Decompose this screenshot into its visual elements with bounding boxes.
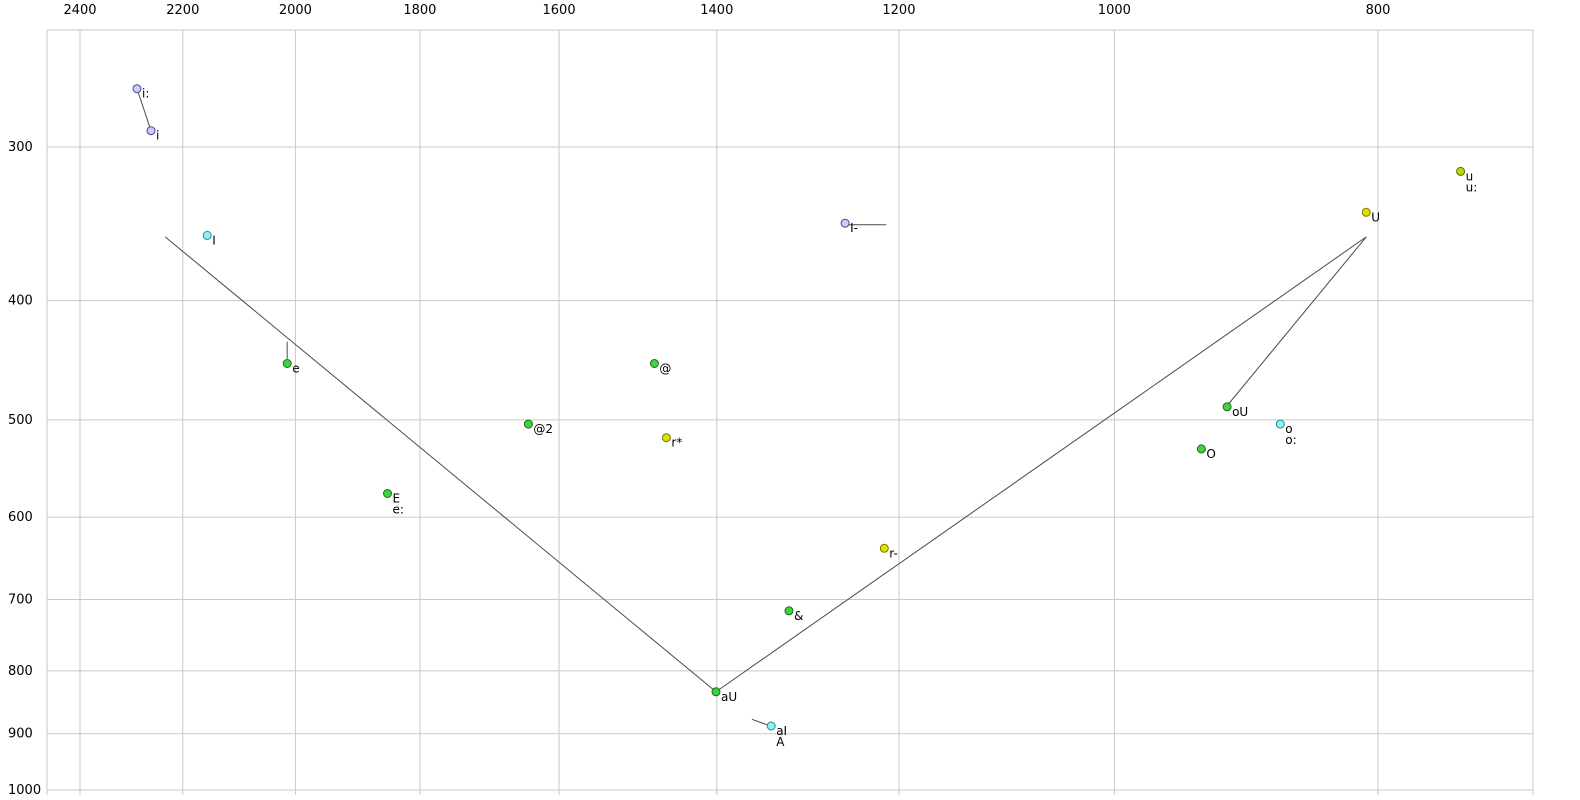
vowel-point-i[interactable] [146, 126, 156, 136]
segment-U-to-oU [1226, 236, 1367, 407]
vowel-label-e:: e: [393, 503, 404, 517]
y-tick-label-400: 400 [8, 294, 33, 309]
y-tick-label-800: 800 [8, 664, 33, 679]
vowel-label-E: E [393, 492, 401, 506]
vowel-point-r-[interactable] [879, 543, 889, 553]
segment-front-diagonal [164, 236, 717, 693]
vowel-label-@: @ [659, 362, 671, 376]
vowel-point-@[interactable] [649, 359, 659, 368]
vowel-label-r-: r- [889, 546, 898, 560]
y-tick-label-1000: 1000 [8, 783, 41, 798]
vowel-label-o:: o: [1285, 433, 1296, 447]
x-tick-label-2200: 2200 [166, 3, 199, 18]
vowel-label-i: i [156, 129, 159, 143]
vowel-point-i:[interactable] [132, 84, 142, 94]
vowel-point-I-[interactable] [840, 218, 850, 228]
vowel-label-r*: r* [671, 436, 682, 450]
y-tick-label-500: 500 [8, 413, 33, 428]
x-tick-label-800: 800 [1366, 3, 1391, 18]
vowel-point-o[interactable] [1275, 419, 1285, 429]
vowel-point-aI[interactable] [766, 721, 776, 731]
vowel-label-oU: oU [1232, 405, 1248, 419]
vowel-point-r*[interactable] [661, 433, 671, 443]
vowel-point-O[interactable] [1196, 444, 1206, 454]
vowel-point-e[interactable] [282, 359, 292, 368]
vowel-point-aU[interactable] [711, 687, 721, 697]
vowel-label-aI: aI [776, 724, 787, 738]
vowel-label-u:: u: [1466, 180, 1478, 194]
vowel-point-@2[interactable] [523, 419, 533, 429]
x-tick-label-2000: 2000 [279, 3, 312, 18]
x-tick-label-2400: 2400 [63, 3, 96, 18]
vowel-label-I: I [212, 233, 216, 247]
vowel-label-@2: @2 [533, 422, 553, 436]
vowel-label-O: O [1206, 447, 1215, 461]
vowel-label-e: e [292, 362, 299, 376]
vowel-point-U[interactable] [1361, 207, 1371, 217]
vowel-label-I-: I- [850, 221, 858, 235]
vowel-point-oU[interactable] [1222, 402, 1232, 412]
vowel-label-u: u [1466, 169, 1474, 183]
x-tick-label-1600: 1600 [543, 3, 576, 18]
x-tick-label-1400: 1400 [700, 3, 733, 18]
x-tick-label-1000: 1000 [1098, 3, 1131, 18]
segment-back-diagonal [715, 236, 1367, 693]
segment-i-long-to-i [136, 88, 152, 131]
y-tick-label-300: 300 [8, 140, 33, 155]
x-tick-label-1800: 1800 [403, 3, 436, 18]
vowel-point-u[interactable] [1456, 166, 1466, 176]
y-tick-label-700: 700 [8, 593, 33, 608]
vowel-label-o: o [1285, 422, 1292, 436]
vowel-label-aU: aU [721, 690, 737, 704]
vowel-label-U: U [1371, 210, 1380, 224]
vowel-point-I[interactable] [202, 230, 212, 240]
y-tick-label-600: 600 [8, 510, 33, 525]
y-tick-label-900: 900 [8, 727, 33, 742]
vowel-point-&[interactable] [784, 606, 794, 616]
x-tick-label-1200: 1200 [882, 3, 915, 18]
vowel-label-A: A [776, 735, 785, 749]
vowel-label-&: & [794, 609, 803, 623]
vowel-point-E[interactable] [383, 489, 392, 498]
vowel-label-i:: i: [142, 87, 149, 101]
